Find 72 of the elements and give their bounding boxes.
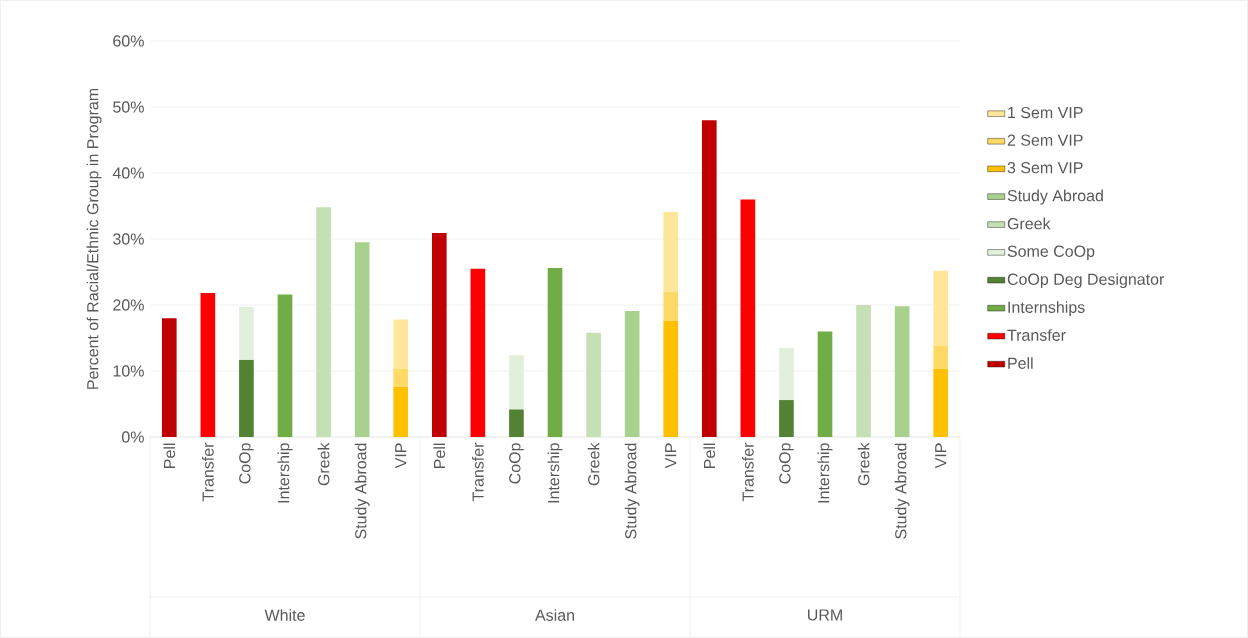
x-tick-label: Pell — [703, 443, 716, 468]
bar — [856, 305, 871, 438]
x-tick-label: VIP — [395, 443, 407, 469]
bar — [933, 270, 949, 346]
bar — [431, 233, 447, 438]
bar — [277, 294, 293, 438]
bar — [393, 386, 409, 438]
x-tick-label: Transfer — [201, 442, 214, 502]
bar — [624, 310, 640, 438]
bar — [817, 331, 833, 438]
text: White — [264, 609, 305, 621]
bar — [470, 268, 486, 438]
bar — [200, 293, 216, 438]
x-tick-label: VIP — [935, 443, 947, 469]
x-tick-label: Transfer — [742, 442, 754, 502]
bar — [354, 242, 370, 438]
x-tick-label: Greek — [857, 442, 870, 486]
x-tick-label: CoOp — [509, 443, 524, 484]
x-tick-label: Intership — [547, 443, 563, 503]
bar — [779, 347, 794, 401]
bar — [547, 268, 563, 438]
bar — [663, 320, 679, 438]
x-tick-label: Intership — [277, 443, 293, 503]
legend-label: Study Abroad — [1007, 189, 1103, 205]
bar — [316, 207, 331, 438]
legend-label: Greek — [1007, 217, 1051, 230]
x-tick-label: Intership — [817, 443, 833, 503]
y-tick-label: 60% — [113, 35, 144, 47]
bar — [701, 120, 717, 438]
bar — [239, 359, 254, 438]
x-tick-label: Transfer — [471, 442, 484, 502]
y-tick-label: 40% — [112, 167, 144, 179]
legend-label: Pell — [1008, 357, 1033, 369]
y-tick-label: 50% — [113, 101, 144, 113]
bar — [393, 368, 409, 387]
legend-label: Some CoOp — [1007, 245, 1095, 261]
bar — [509, 409, 524, 438]
x-tick-label: Pell — [163, 443, 176, 468]
legend-label: 2 Sem VIP — [1007, 134, 1083, 146]
legend-label: 1 Sem VIP — [1008, 106, 1083, 119]
y-tick-label: 30% — [113, 233, 144, 245]
bar — [663, 291, 679, 321]
bar — [393, 319, 409, 369]
bar — [740, 199, 756, 438]
x-tick-label: Study Abroad — [624, 443, 640, 539]
x-tick-label: CoOp — [779, 443, 794, 484]
bar — [933, 345, 949, 370]
x-tick-label: VIP — [665, 443, 677, 469]
bar — [779, 400, 794, 438]
legend-label: Transfer — [1007, 329, 1066, 341]
text: URM — [808, 609, 842, 621]
y-tick-label: 0% — [121, 431, 144, 443]
x-tick-label: Study Abroad — [894, 443, 910, 539]
bar — [161, 318, 177, 438]
legend-label: Internships — [1008, 301, 1085, 317]
legend-label: 3 Sem VIP — [1007, 162, 1083, 174]
text: Asian — [535, 609, 574, 621]
x-tick-label: Study Abroad — [354, 443, 370, 539]
y-tick-label: 20% — [113, 299, 144, 311]
y-tick-label: 10% — [113, 365, 144, 377]
bar — [663, 211, 679, 292]
bar — [933, 369, 949, 438]
x-tick-label: Greek — [317, 442, 330, 486]
x-tick-label: CoOp — [239, 443, 254, 484]
bar — [509, 355, 524, 410]
x-tick-label: Greek — [587, 442, 600, 486]
legend-label: CoOp Deg Designator — [1007, 273, 1165, 289]
bar — [586, 332, 601, 438]
x-tick-label: Pell — [433, 443, 446, 468]
bar — [894, 306, 910, 438]
y-axis-title: Percent of Racial/Ethnic Group in Program — [86, 88, 102, 389]
bar — [239, 306, 254, 360]
